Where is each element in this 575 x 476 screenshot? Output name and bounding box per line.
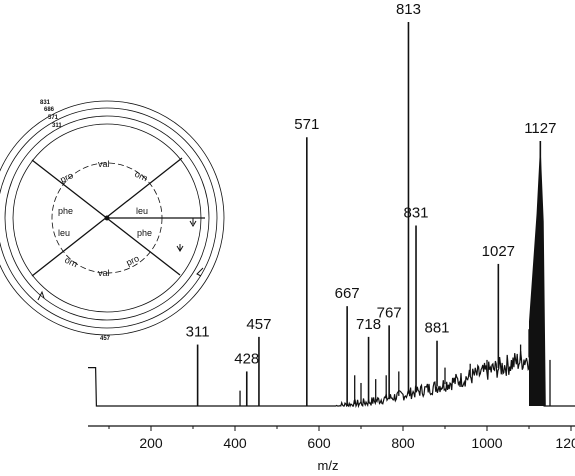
inset-residue-label: orn [63, 255, 79, 270]
inset-residue-label: phe [137, 228, 152, 238]
peak-label-457: 457 [246, 316, 271, 333]
inset-residue-label: phe [58, 206, 73, 216]
peak-label-813: 813 [396, 1, 421, 18]
inset-arrow-3 [196, 267, 204, 277]
peak-label-571: 571 [294, 116, 319, 133]
peak-label-428: 428 [234, 350, 259, 367]
inset-ring-label-457: 457 [100, 336, 111, 342]
peak-label-881: 881 [425, 320, 450, 337]
inset-ring-2 [0, 107, 218, 329]
inset-arrow-2 [189, 218, 197, 227]
inset-ring-label-571: 571 [48, 115, 59, 121]
x-tick-label-800: 800 [391, 435, 415, 451]
peak-label-1127: 1127 [524, 120, 556, 137]
inset-residue-label: leu [58, 228, 70, 238]
peak-label-718: 718 [356, 316, 381, 333]
x-tick-label-1000: 1000 [471, 435, 502, 451]
x-tick-label-400: 400 [223, 435, 247, 451]
inset-residue-label: val [98, 268, 110, 278]
peak-label-667: 667 [335, 285, 360, 302]
inset-ring-label-831: 831 [40, 100, 51, 106]
peak-1127-envelope [529, 141, 546, 407]
x-axis-title: m/z [318, 458, 339, 473]
x-tick-label-1200: 1200 [555, 435, 575, 451]
x-ticks-group: 200 400 600 800 1000 1200 [108, 426, 575, 451]
inset-residue-label: pro [125, 253, 141, 268]
peak-label-831: 831 [404, 205, 429, 222]
peaks-group [196, 22, 546, 407]
peak-label-311: 311 [186, 324, 210, 341]
minor-peaks-group [239, 313, 551, 406]
inset-ring-label-686: 686 [44, 107, 55, 113]
peak-label-1027: 1027 [482, 243, 515, 260]
x-tick-label-200: 200 [139, 435, 163, 451]
peak-label-767: 767 [377, 304, 402, 321]
inset-ring-3 [4, 115, 210, 321]
inset-residue-label: orn [133, 169, 149, 184]
inset-ring-label-311: 311 [52, 123, 62, 129]
inset-ring-1 [0, 100, 225, 336]
inset-arrow-1 [176, 244, 184, 252]
spectrum-baseline-trace [88, 344, 575, 409]
inset-center-dot [104, 215, 110, 221]
cyclic-peptide-inset: 831 686 571 311 457 pro val orn phe leu … [0, 100, 225, 342]
inset-residue-label: val [98, 159, 110, 169]
x-tick-label-600: 600 [307, 435, 331, 451]
inset-residue-label: leu [136, 206, 148, 216]
inset-arrow-4 [37, 290, 45, 301]
inset-residue-label: pro [59, 170, 75, 185]
